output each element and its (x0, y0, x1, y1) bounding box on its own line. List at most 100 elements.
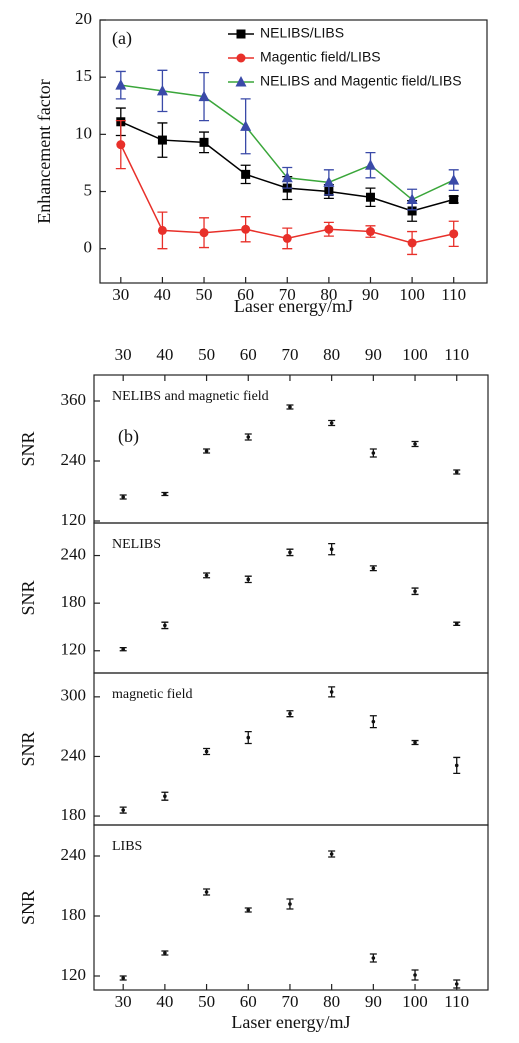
y-tick-label: 5 (84, 180, 93, 199)
x-tick-label: 50 (196, 285, 213, 304)
marker (282, 233, 292, 243)
point (454, 621, 459, 626)
annotation: NELIBS (112, 537, 161, 552)
point (371, 719, 376, 724)
plot-frame (99, 19, 488, 284)
point (413, 740, 417, 745)
x-tick-label: 80 (323, 992, 340, 1011)
x-tick-label: 100 (402, 345, 428, 364)
y-tick-label: 240 (61, 745, 87, 764)
point (371, 956, 376, 960)
x-tick-label: 90 (365, 992, 382, 1011)
x-tick-label: 60 (240, 345, 257, 364)
marker (235, 76, 247, 87)
plot-frame (93, 824, 489, 991)
point (163, 623, 167, 628)
legend-label: NELIBS and Magentic field/LIBS (260, 73, 462, 89)
marker (281, 171, 293, 183)
point (288, 902, 292, 906)
x-tick-label: 60 (240, 992, 257, 1011)
marker (241, 224, 251, 234)
marker (241, 169, 251, 179)
point (329, 547, 334, 551)
point (246, 735, 251, 740)
marker (449, 195, 459, 205)
y-tick-label: 240 (61, 845, 87, 864)
marker (406, 193, 418, 205)
point (413, 442, 417, 446)
point (371, 566, 376, 571)
point (413, 973, 417, 977)
point (204, 573, 209, 578)
point (204, 749, 209, 754)
y-tick-label: 20 (75, 9, 92, 28)
point (454, 982, 459, 986)
point (121, 495, 125, 499)
marker (407, 206, 417, 216)
x-tick-label: 30 (112, 285, 129, 304)
y-axis-label: SNR (18, 431, 38, 466)
point (454, 470, 459, 474)
y-tick-label: 240 (61, 544, 87, 563)
y-axis-label: Enhancement factor (34, 79, 54, 223)
y-tick-label: 10 (75, 123, 92, 142)
point (121, 808, 125, 812)
point (288, 405, 292, 409)
marker (156, 84, 168, 96)
annotation: magnetic field (112, 687, 192, 702)
marker (448, 174, 460, 185)
marker (199, 137, 209, 147)
point (163, 794, 167, 798)
x-tick-label: 80 (320, 285, 337, 304)
x-tick-label: 90 (362, 285, 379, 304)
y-tick-label: 120 (61, 640, 87, 659)
marker (236, 29, 246, 39)
y-tick-label: 360 (61, 390, 87, 409)
y-tick-label: 0 (84, 238, 93, 257)
y-axis-label: SNR (18, 890, 38, 925)
point (246, 435, 251, 439)
marker (240, 120, 252, 131)
point (288, 550, 292, 555)
y-tick-label: 120 (61, 965, 87, 984)
y-tick-label: 180 (61, 805, 87, 824)
x-axis-label: Laser energy/mJ (231, 1012, 350, 1032)
y-tick-label: 15 (75, 66, 92, 85)
marker (365, 227, 375, 237)
x-tick-label: 80 (323, 345, 340, 364)
x-tick-label: 100 (402, 992, 428, 1011)
legend-label: Magentic field/LIBS (260, 49, 381, 65)
marker (364, 159, 376, 170)
x-tick-label: 40 (156, 345, 173, 364)
point (413, 589, 417, 594)
point (329, 852, 334, 856)
point (246, 577, 251, 582)
point (329, 421, 334, 425)
x-tick-label: 30 (115, 992, 132, 1011)
x-tick-label: 100 (399, 285, 425, 304)
point (454, 763, 459, 768)
x-tick-label: 70 (281, 345, 298, 364)
point (246, 908, 251, 912)
marker (115, 79, 127, 90)
annotation: NELIBS and magnetic field (112, 389, 269, 404)
panel-label: (b) (118, 426, 139, 447)
x-tick-label: 110 (444, 345, 469, 364)
point (204, 890, 209, 894)
marker (323, 176, 335, 187)
x-tick-label: 60 (237, 285, 254, 304)
x-tick-label: 110 (444, 992, 469, 1011)
x-tick-label: 40 (154, 285, 171, 304)
marker (407, 238, 417, 248)
annotation: LIBS (112, 839, 142, 854)
x-tick-label: 40 (156, 992, 173, 1011)
y-tick-label: 240 (61, 450, 87, 469)
point (163, 492, 167, 496)
x-axis-label: Laser energy/mJ (234, 296, 353, 316)
marker (324, 224, 334, 234)
y-tick-label: 180 (61, 592, 87, 611)
point (288, 711, 292, 716)
x-tick-label: 110 (441, 285, 466, 304)
y-tick-label: 300 (61, 686, 87, 705)
